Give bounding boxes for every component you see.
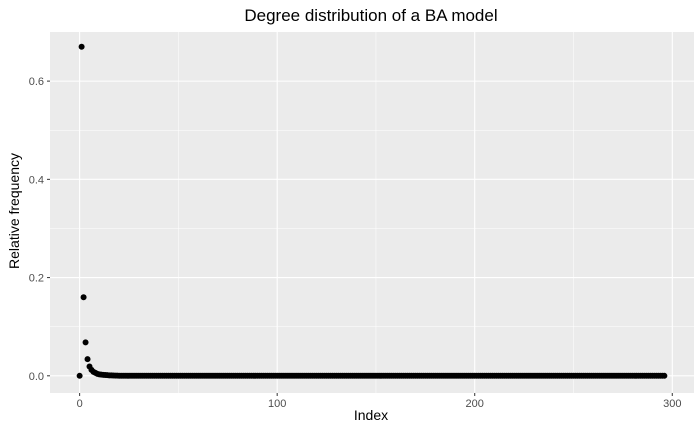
x-axis-ticks: 0 100 200 300: [77, 393, 681, 410]
x-tick-label: 200: [466, 398, 484, 410]
data-point: [76, 372, 83, 379]
y-tick-label: 0.4: [29, 174, 44, 186]
data-point: [84, 356, 91, 363]
y-tick-label: 0.6: [29, 76, 44, 88]
x-tick-label: 100: [268, 398, 286, 410]
data-point: [78, 43, 85, 50]
data-point: [82, 339, 89, 346]
y-axis-ticks: 0.0 0.2 0.4 0.6: [29, 76, 50, 383]
x-tick-label: 300: [663, 398, 681, 410]
grid-minor-lines: [50, 32, 694, 393]
data-points: [76, 43, 668, 379]
y-tick-label: 0.0: [29, 371, 44, 383]
y-tick-label: 0.2: [29, 273, 44, 285]
y-axis-title: Relative frequency: [6, 153, 22, 269]
x-axis-title: Index: [354, 407, 388, 423]
chart-title: Degree distribution of a BA model: [244, 6, 497, 25]
x-tick-label: 0: [77, 398, 83, 410]
data-point: [661, 372, 668, 379]
data-point: [80, 294, 87, 301]
plot-panel: [50, 32, 694, 393]
